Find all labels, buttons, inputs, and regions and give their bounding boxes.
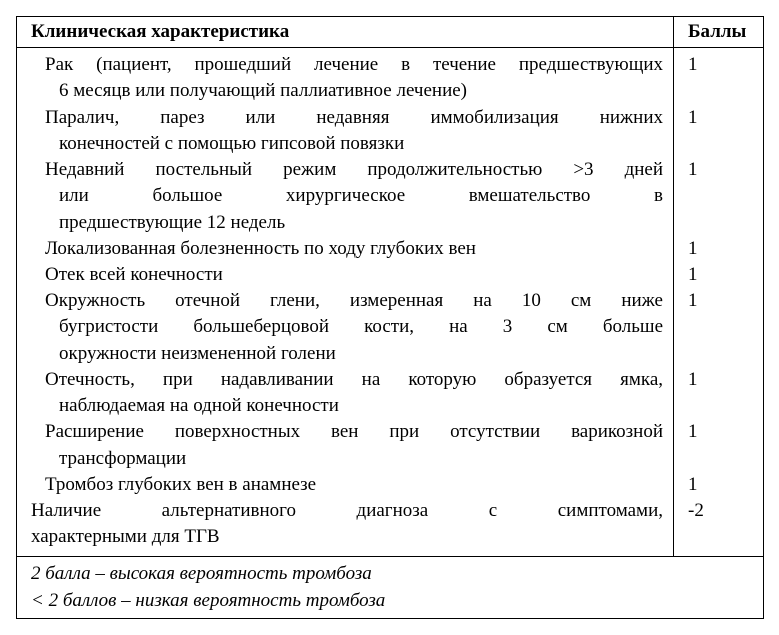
- table-body-row: Рак (пациент, прошедший лечение в течени…: [17, 48, 764, 557]
- score-value: -2: [688, 498, 753, 550]
- characteristic-item: Паралич, парез или недавняя иммобилизаци…: [31, 105, 663, 157]
- characteristic-item: Тромбоз глубоких вен в анамнезе: [31, 472, 663, 498]
- footer-line-2: < 2 баллов – низкая вероятность тромбоза: [31, 588, 753, 614]
- col-header-characteristic: Клиническая характеристика: [17, 17, 674, 48]
- characteristic-item: Недавний постельный режим продолжительно…: [31, 157, 663, 236]
- characteristic-cell: Рак (пациент, прошедший лечение в течени…: [17, 48, 674, 557]
- characteristic-item: Локализованная болезненность по ходу глу…: [31, 236, 663, 262]
- characteristic-item: Наличие альтернативного диагноза с симпт…: [31, 498, 663, 550]
- col-header-score: Баллы: [674, 17, 764, 48]
- score-value: 1: [688, 472, 753, 498]
- score-value: 1: [688, 262, 753, 288]
- clinical-score-table: Клиническая характеристика Баллы Рак (па…: [16, 16, 764, 619]
- table-footer-row: 2 балла – высокая вероятность тромбоза <…: [17, 557, 764, 618]
- score-value: 1: [688, 236, 753, 262]
- score-value: 1: [688, 419, 753, 471]
- footer-line-1: 2 балла – высокая вероятность тромбоза: [31, 561, 753, 587]
- characteristic-item: Окружность отечной глени, измеренная на …: [31, 288, 663, 367]
- characteristic-item: Расширение поверхностных вен при отсутст…: [31, 419, 663, 471]
- table-header-row: Клиническая характеристика Баллы: [17, 17, 764, 48]
- footer-cell: 2 балла – высокая вероятность тромбоза <…: [17, 557, 764, 618]
- score-value: 1: [688, 105, 753, 157]
- score-value: 1: [688, 157, 753, 236]
- characteristic-item: Отечность, при надавливании на которую о…: [31, 367, 663, 419]
- characteristic-item: Отек всей конечности: [31, 262, 663, 288]
- characteristic-item: Рак (пациент, прошедший лечение в течени…: [31, 52, 663, 104]
- score-cell: 111111111-2: [674, 48, 764, 557]
- score-value: 1: [688, 288, 753, 367]
- score-value: 1: [688, 367, 753, 419]
- score-value: 1: [688, 52, 753, 104]
